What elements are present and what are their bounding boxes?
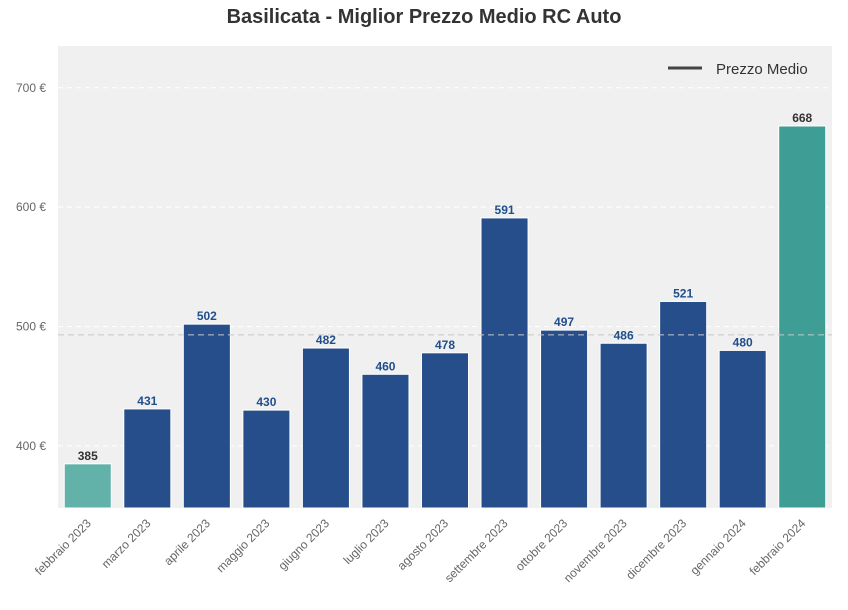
bar xyxy=(420,352,470,509)
x-tick-label: dicembre 2023 xyxy=(623,516,689,582)
bar-value-label: 497 xyxy=(554,315,574,329)
x-tick-label: luglio 2023 xyxy=(341,516,392,567)
bar-value-label: 482 xyxy=(316,333,336,347)
value-labels: 385 431 502 430 482 460 478 591 497 486 521 480 668 xyxy=(78,111,813,463)
bar xyxy=(480,217,529,509)
bar xyxy=(123,408,172,509)
bar-value-label: 460 xyxy=(375,359,395,373)
legend-label: Prezzo Medio xyxy=(716,61,808,78)
bar-value-label: 478 xyxy=(435,338,455,352)
x-tick-label: aprile 2023 xyxy=(161,516,213,568)
y-tick-label: 400 € xyxy=(16,439,46,453)
bar-value-label: 521 xyxy=(673,286,693,300)
x-tick-label: gennaio 2024 xyxy=(687,516,749,578)
x-tick-label: agosto 2023 xyxy=(395,516,452,573)
x-tick-label: febbraio 2023 xyxy=(32,516,94,578)
x-tick-label: febbraio 2024 xyxy=(747,516,809,578)
chart-title: Basilicata - Miglior Prezzo Medio RC Aut… xyxy=(226,6,622,28)
x-axis-ticks: febbraio 2023 marzo 2023 aprile 2023 maggio… xyxy=(32,516,808,585)
bar-value-label: 431 xyxy=(137,394,157,408)
bar xyxy=(659,300,708,509)
bar-value-label: 486 xyxy=(614,328,634,342)
bar xyxy=(778,125,827,509)
x-tick-label: giugno 2023 xyxy=(275,516,332,573)
y-tick-label: 700 € xyxy=(16,81,46,95)
bar-value-label: 430 xyxy=(256,395,276,409)
bars xyxy=(63,125,827,509)
bar xyxy=(718,349,767,509)
y-axis-ticks: 400 € 500 € 600 € 700 € xyxy=(16,81,46,453)
bar xyxy=(361,373,410,509)
bar xyxy=(182,323,231,509)
x-tick-label: marzo 2023 xyxy=(99,516,154,571)
bar-value-label: 480 xyxy=(733,335,753,349)
legend: Prezzo Medio xyxy=(668,61,808,78)
bar xyxy=(540,329,589,509)
bar-value-label: 502 xyxy=(197,309,217,323)
bar-value-label: 385 xyxy=(78,449,98,463)
bar-value-label: 668 xyxy=(792,111,812,125)
bar-value-label: 591 xyxy=(495,203,515,217)
y-tick-label: 500 € xyxy=(16,320,46,334)
x-tick-label: ottobre 2023 xyxy=(513,516,571,574)
y-tick-label: 600 € xyxy=(16,200,46,214)
bar xyxy=(599,342,648,509)
bar xyxy=(242,409,291,509)
bar xyxy=(63,463,112,509)
x-tick-label: settembre 2023 xyxy=(442,516,511,585)
bar xyxy=(301,347,350,509)
x-tick-label: maggio 2023 xyxy=(214,516,273,575)
x-tick-label: novembre 2023 xyxy=(561,516,630,585)
